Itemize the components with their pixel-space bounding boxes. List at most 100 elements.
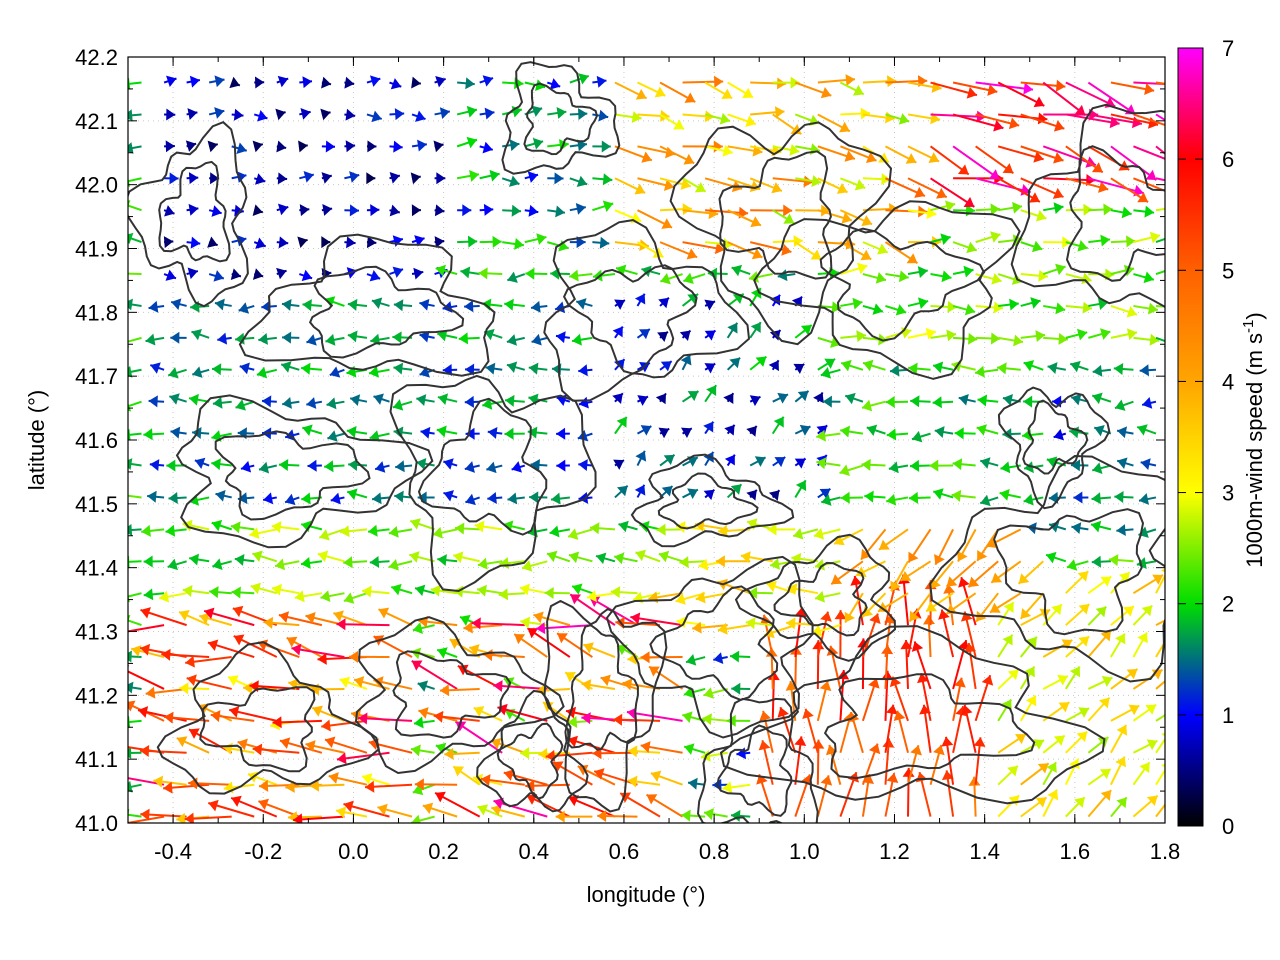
wind-vector bbox=[229, 76, 241, 89]
wind-vector bbox=[437, 393, 458, 406]
wind-vector bbox=[925, 592, 954, 613]
wind-vector bbox=[321, 204, 333, 216]
wind-vector bbox=[170, 426, 187, 439]
wind-vector bbox=[680, 354, 692, 371]
wind-vector bbox=[861, 743, 881, 786]
wind-vector bbox=[324, 296, 345, 308]
wind-vector bbox=[958, 393, 976, 406]
wind-vector bbox=[1088, 203, 1113, 216]
wind-vector bbox=[463, 621, 503, 634]
wind-vector bbox=[592, 173, 613, 186]
wind-vector bbox=[486, 461, 503, 474]
contour-line bbox=[997, 386, 1111, 510]
wind-vector bbox=[186, 172, 199, 185]
wind-vector bbox=[262, 492, 277, 505]
wind-vector bbox=[817, 358, 836, 371]
wind-vector bbox=[507, 492, 525, 505]
wind-vector bbox=[659, 145, 695, 165]
wind-vector bbox=[659, 454, 676, 467]
wind-vector bbox=[443, 458, 458, 470]
wind-vector bbox=[547, 107, 567, 119]
wind-vector bbox=[344, 108, 356, 121]
wind-vector bbox=[707, 267, 728, 280]
wind-vector bbox=[745, 617, 773, 630]
wind-vector bbox=[794, 81, 832, 99]
wind-vector bbox=[207, 639, 255, 658]
contour-line bbox=[392, 650, 512, 739]
wind-vector bbox=[556, 459, 570, 472]
wind-vector bbox=[1020, 762, 1050, 786]
wind-vector bbox=[170, 331, 187, 344]
wind-vector bbox=[704, 144, 733, 157]
y-tick-label: 41.7 bbox=[75, 364, 118, 389]
wind-vector bbox=[567, 735, 616, 754]
wind-vector bbox=[302, 299, 322, 312]
wind-vector bbox=[614, 416, 628, 435]
wind-vector bbox=[393, 362, 413, 375]
wind-vector bbox=[997, 362, 1021, 375]
wind-vector bbox=[479, 75, 494, 87]
wind-vector bbox=[816, 611, 832, 658]
wind-vector bbox=[258, 461, 278, 474]
contour-line bbox=[308, 265, 465, 359]
contour-line bbox=[819, 227, 986, 342]
contour-line bbox=[199, 686, 316, 773]
wind-vector bbox=[252, 550, 278, 563]
wind-vector bbox=[194, 457, 210, 470]
wind-vector bbox=[1133, 302, 1159, 315]
wind-vector bbox=[128, 523, 142, 536]
wind-vector bbox=[1091, 555, 1111, 568]
wind-vector bbox=[519, 583, 548, 596]
wind-vector bbox=[419, 298, 435, 311]
wind-vector bbox=[215, 489, 232, 502]
wind-vector bbox=[650, 770, 683, 786]
wind-vector bbox=[161, 648, 210, 661]
wind-vector bbox=[695, 591, 728, 604]
wind-vector bbox=[886, 428, 909, 441]
wind-vector bbox=[575, 298, 593, 310]
wind-vector bbox=[1023, 493, 1044, 506]
wind-vector bbox=[1043, 332, 1068, 345]
contour-line bbox=[128, 121, 249, 308]
wind-vector bbox=[498, 588, 525, 601]
wind-vector bbox=[378, 607, 413, 627]
wind-vector bbox=[1042, 263, 1066, 276]
wind-vector bbox=[750, 204, 793, 217]
wind-vector bbox=[163, 711, 210, 724]
wind-vector bbox=[713, 652, 728, 665]
wind-vector bbox=[934, 426, 954, 438]
wind-vector bbox=[682, 75, 724, 88]
wind-vector bbox=[139, 745, 187, 758]
wind-vector bbox=[456, 170, 480, 182]
contour-line bbox=[630, 453, 795, 548]
wind-vector bbox=[374, 461, 390, 473]
wind-vector bbox=[188, 728, 233, 754]
wind-vector bbox=[862, 241, 889, 255]
wind-vector bbox=[366, 172, 376, 185]
wind-vector bbox=[128, 681, 142, 694]
wind-vector bbox=[479, 203, 494, 216]
wind-vector bbox=[726, 322, 739, 339]
wind-vector bbox=[531, 333, 548, 346]
wind-vector bbox=[627, 775, 661, 788]
wind-vector bbox=[343, 556, 368, 569]
contour-line bbox=[214, 430, 371, 521]
wind-vector bbox=[898, 574, 910, 626]
wind-vector bbox=[727, 113, 757, 127]
wind-vector bbox=[861, 458, 886, 471]
wind-vector bbox=[207, 236, 218, 248]
wind-vector bbox=[910, 395, 931, 408]
wind-vector bbox=[344, 76, 355, 89]
wind-vector bbox=[544, 586, 570, 599]
wind-vector bbox=[208, 205, 222, 217]
wind-vector bbox=[1109, 756, 1127, 786]
wind-vector bbox=[687, 777, 706, 790]
wind-vector bbox=[328, 772, 368, 786]
wind-vector bbox=[434, 791, 481, 818]
wind-vector bbox=[1065, 635, 1090, 658]
wind-vector bbox=[1088, 234, 1111, 247]
wind-vector bbox=[521, 560, 548, 572]
wind-vector bbox=[464, 461, 480, 473]
wind-vector bbox=[997, 177, 1041, 203]
wind-vector bbox=[551, 363, 570, 376]
